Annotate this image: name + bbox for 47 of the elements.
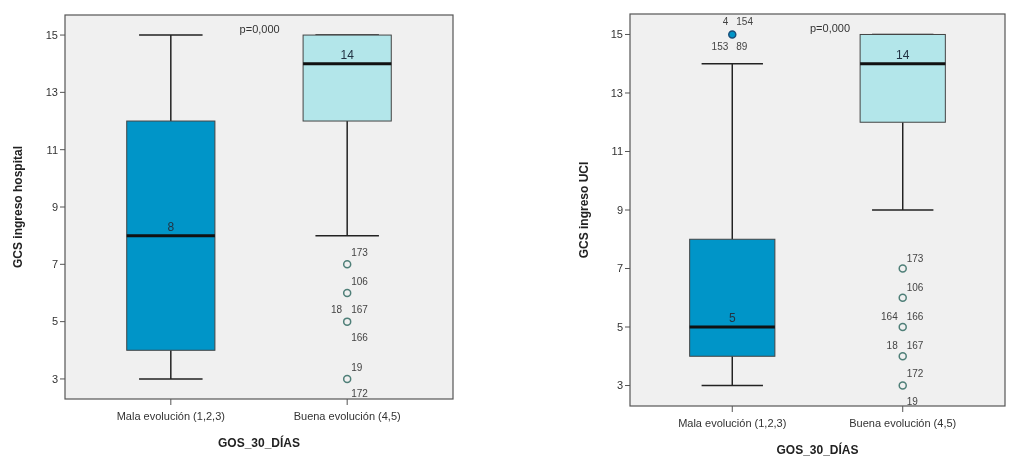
x-tick-label: Buena evolución (4,5) [849, 417, 957, 429]
y-tick-label: 5 [51, 315, 58, 328]
annotation: 172 [906, 368, 924, 379]
x-axis-title: GOS_30_DÍAS [217, 435, 301, 450]
y-tick-label: 7 [616, 262, 623, 275]
annotation: 106 [351, 276, 369, 287]
y-tick-label: 7 [51, 258, 58, 271]
annotation: 154 [736, 16, 754, 27]
annotation: 173 [351, 247, 369, 258]
annotation: 18 [331, 304, 343, 315]
annotation: 153 [711, 41, 729, 52]
annotation: 172 [351, 388, 369, 399]
annotation: 89 [736, 41, 748, 52]
x-axis-title: GOS_30_DÍAS [776, 442, 859, 457]
annotation: 164 [881, 311, 899, 322]
annotation: 14 [896, 47, 910, 62]
y-tick-label: 11 [611, 145, 623, 158]
y-tick-label: 13 [610, 86, 623, 99]
y-tick-label: 9 [51, 200, 58, 213]
y-tick-label: 11 [46, 143, 58, 156]
x-tick-label: Buena evolución (4,5) [293, 410, 401, 422]
y-tick-label: 5 [616, 320, 623, 333]
annotation: 19 [906, 396, 919, 407]
annotation: 8 [167, 219, 175, 234]
y-tick-label: 15 [45, 28, 58, 41]
x-tick-label: Mala evolución (1,2,3) [116, 410, 225, 422]
annotation: 5 [728, 311, 736, 326]
y-tick-label: 13 [45, 86, 58, 99]
annotation: 19 [351, 362, 363, 373]
y-tick-label: 15 [610, 28, 623, 41]
annotation: 167 [906, 340, 924, 351]
x-tick-label: Mala evolución (1,2,3) [678, 417, 787, 429]
y-tick-label: 3 [616, 379, 623, 392]
annotation: 166 [906, 311, 924, 322]
y-tick-label: 3 [51, 372, 58, 385]
annotation: 4 [722, 16, 729, 27]
y-axis-title: GCS ingreso UCI [577, 161, 591, 259]
annotation: 167 [351, 304, 369, 315]
annotation: 166 [351, 332, 369, 343]
y-tick-label: 9 [616, 203, 623, 216]
annotation: 106 [906, 282, 924, 293]
annotation: 18 [886, 340, 899, 351]
y-axis-title: GCS ingreso hospital [11, 145, 25, 269]
annotation: p=0,000 [810, 22, 851, 34]
annotation: 173 [906, 253, 924, 264]
annotation: p=0,000 [239, 23, 280, 35]
annotation: 14 [340, 47, 355, 62]
